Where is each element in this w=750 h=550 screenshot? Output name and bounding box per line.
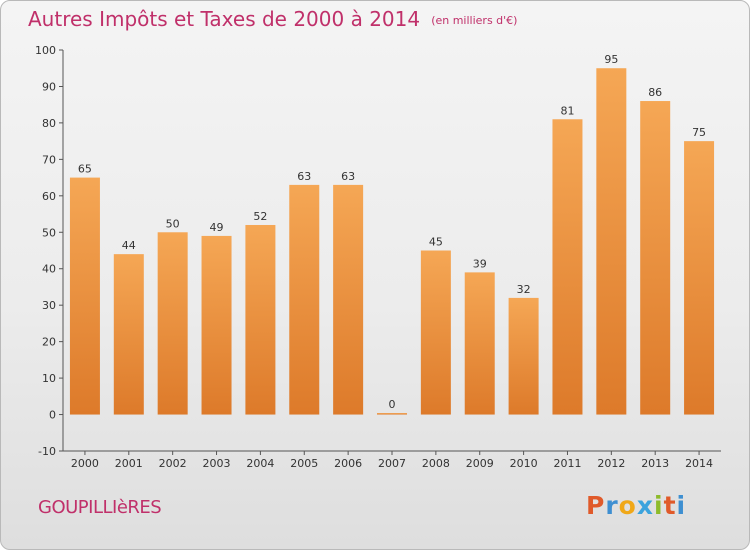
bar [596, 68, 627, 415]
bar-value-label: 49 [210, 221, 224, 234]
chart-title-row: Autres Impôts et Taxes de 2000 à 2014 (e… [28, 7, 517, 31]
bar [245, 224, 276, 415]
logo-letter: x [636, 491, 654, 520]
bar [113, 254, 144, 415]
bar-value-label: 32 [517, 283, 531, 296]
bar-value-label: 95 [604, 53, 618, 66]
bar [69, 177, 100, 415]
chart-title: Autres Impôts et Taxes de 2000 à 2014 [28, 7, 421, 31]
logo-letter: r [605, 491, 619, 520]
bar-value-label: 65 [78, 163, 92, 176]
bar-value-label: 63 [297, 170, 311, 183]
bar [684, 141, 715, 415]
x-tick-label: 2009 [466, 457, 494, 470]
y-tick-label: 70 [42, 153, 56, 166]
x-tick-label: 2010 [510, 457, 538, 470]
x-tick-label: 2001 [115, 457, 143, 470]
logo-letter: P [586, 491, 606, 520]
y-tick-label: 10 [42, 372, 56, 385]
x-tick-label: 2003 [203, 457, 231, 470]
y-tick-label: 60 [42, 190, 56, 203]
y-tick-label: -10 [38, 445, 56, 458]
bar [377, 413, 407, 415]
bar [420, 250, 451, 415]
bar [640, 101, 671, 415]
bar [157, 232, 188, 415]
bar-value-label: 52 [253, 210, 267, 223]
bar [508, 297, 539, 415]
x-tick-label: 2007 [378, 457, 406, 470]
bar-value-label: 39 [473, 257, 487, 270]
bar-value-label: 86 [648, 86, 662, 99]
y-tick-label: 90 [42, 80, 56, 93]
logo-letter: i [676, 491, 687, 520]
bar-value-label: 0 [389, 398, 396, 411]
proxiti-logo[interactable]: Proxiti [586, 491, 686, 520]
y-tick-label: 30 [42, 299, 56, 312]
x-tick-label: 2012 [597, 457, 625, 470]
y-tick-label: 80 [42, 117, 56, 130]
y-tick-label: 40 [42, 263, 56, 276]
x-tick-label: 2002 [159, 457, 187, 470]
logo-letter: t [663, 491, 677, 520]
bar-value-label: 44 [122, 239, 136, 252]
x-tick-label: 2004 [246, 457, 274, 470]
bar [201, 235, 232, 415]
y-tick-label: 0 [49, 409, 56, 422]
chart-unit: (en milliers d'€) [431, 14, 518, 27]
bar [552, 119, 583, 415]
x-tick-label: 2006 [334, 457, 362, 470]
y-tick-label: 100 [35, 44, 56, 57]
y-tick-label: 20 [42, 336, 56, 349]
x-tick-label: 2000 [71, 457, 99, 470]
bar [464, 272, 495, 415]
bar-value-label: 63 [341, 170, 355, 183]
x-tick-label: 2013 [641, 457, 669, 470]
bar-value-label: 45 [429, 236, 443, 249]
bar-value-label: 75 [692, 126, 706, 139]
y-tick-label: 50 [42, 226, 56, 239]
commune-name: GOUPILLIèRES [38, 497, 162, 518]
x-tick-label: 2008 [422, 457, 450, 470]
x-tick-label: 2005 [290, 457, 318, 470]
logo-letter: i [654, 491, 664, 520]
bar [289, 184, 320, 415]
bar-value-label: 81 [560, 104, 574, 117]
logo-letter: o [618, 491, 637, 520]
bar-value-label: 50 [166, 217, 180, 230]
x-tick-label: 2014 [685, 457, 713, 470]
bar [333, 184, 364, 415]
x-tick-label: 2011 [553, 457, 581, 470]
